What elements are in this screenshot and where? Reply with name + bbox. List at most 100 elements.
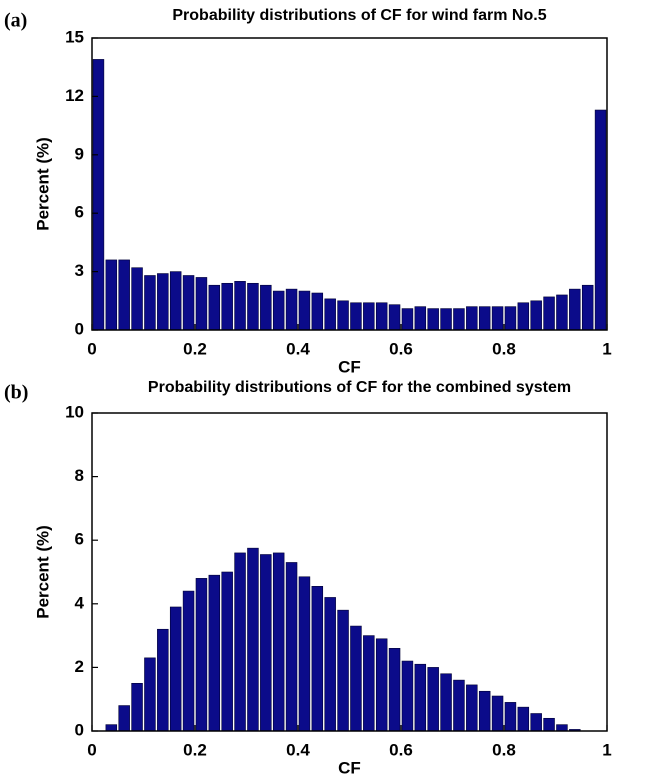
x-tick-label: 0.2 [183, 740, 207, 759]
bar [543, 296, 555, 331]
y-tick-label: 9 [75, 144, 84, 163]
bar [272, 552, 285, 732]
bar [504, 702, 517, 732]
bar [118, 705, 130, 732]
bar [208, 284, 221, 331]
y-tick-label: 4 [75, 593, 85, 612]
axes-frame [91, 37, 608, 331]
chart-title: Probability distributions of CF for wind… [172, 7, 546, 24]
bar [466, 306, 478, 331]
x-tick-label: 0 [87, 740, 96, 759]
x-tick-label: 0.6 [389, 740, 413, 759]
bar [272, 290, 285, 331]
bar [375, 302, 388, 331]
bar [478, 306, 491, 331]
bar [504, 306, 517, 331]
y-tick-label: 15 [65, 27, 84, 46]
bar [453, 679, 465, 732]
bar [414, 306, 427, 331]
bar [453, 308, 465, 331]
bar [530, 300, 542, 331]
y-axis-label: Percent (%) [33, 525, 52, 619]
bar [324, 298, 336, 331]
bar [569, 288, 581, 331]
x-tick-label: 0.6 [389, 339, 413, 358]
bar [92, 59, 105, 331]
x-tick-label: 0.4 [286, 740, 310, 759]
bar [182, 590, 195, 732]
bar [182, 275, 195, 331]
axes-frame [91, 412, 608, 732]
bar [401, 308, 414, 331]
bar [118, 259, 130, 331]
bar [221, 282, 233, 331]
bar [427, 308, 439, 331]
bar [285, 288, 298, 331]
bar [298, 576, 311, 732]
bar [311, 292, 324, 331]
x-tick-label: 0.8 [492, 339, 516, 358]
x-axis-label: CF [338, 357, 361, 376]
bar [543, 717, 555, 732]
bar [401, 660, 414, 732]
bar [466, 684, 478, 732]
bar [221, 571, 233, 732]
bar [157, 628, 169, 732]
bar [556, 294, 568, 331]
bar [517, 706, 530, 732]
bar [105, 724, 118, 732]
x-tick-label: 0 [87, 339, 96, 358]
bar [594, 109, 607, 331]
y-tick-label: 0 [75, 319, 84, 338]
y-tick-label: 8 [75, 466, 84, 485]
bar [363, 635, 375, 732]
y-tick-label: 10 [65, 402, 84, 421]
chart-title: Probability distributions of CF for the … [148, 379, 571, 396]
bar [247, 547, 259, 732]
bar [260, 284, 272, 331]
bar [285, 562, 298, 732]
bar [298, 290, 311, 331]
bar [491, 695, 504, 732]
bar [144, 657, 156, 732]
bar [105, 259, 118, 331]
x-tick-label: 0.4 [286, 339, 310, 358]
bar [440, 673, 452, 732]
bar [350, 625, 362, 732]
y-tick-label: 2 [75, 657, 84, 676]
bar [517, 302, 530, 331]
bar [388, 304, 401, 331]
bar [337, 300, 349, 331]
bar [208, 574, 221, 732]
y-tick-label: 6 [75, 530, 84, 549]
panel-label: (b) [4, 382, 28, 404]
bar [234, 281, 246, 331]
plot-area [92, 38, 607, 330]
bar [260, 554, 272, 732]
bar [375, 638, 388, 732]
bar [478, 690, 491, 732]
bar [581, 284, 594, 331]
bar [350, 302, 362, 331]
x-tick-label: 1 [602, 740, 611, 759]
bar [131, 267, 143, 331]
bar [491, 306, 504, 331]
x-tick-label: 1 [602, 339, 611, 358]
bar [337, 609, 349, 732]
y-tick-label: 0 [75, 720, 84, 739]
bar [157, 273, 169, 331]
bar [195, 277, 208, 331]
bar [440, 308, 452, 331]
bar [247, 282, 259, 331]
bar [169, 606, 182, 732]
bar [414, 663, 427, 732]
x-tick-label: 0.8 [492, 740, 516, 759]
y-tick-label: 6 [75, 203, 84, 222]
panel-label: (a) [4, 10, 27, 32]
bar [131, 682, 143, 732]
bar [388, 648, 401, 732]
y-tick-label: 3 [75, 261, 84, 280]
bar [530, 713, 542, 732]
x-axis-label: CF [338, 758, 361, 777]
